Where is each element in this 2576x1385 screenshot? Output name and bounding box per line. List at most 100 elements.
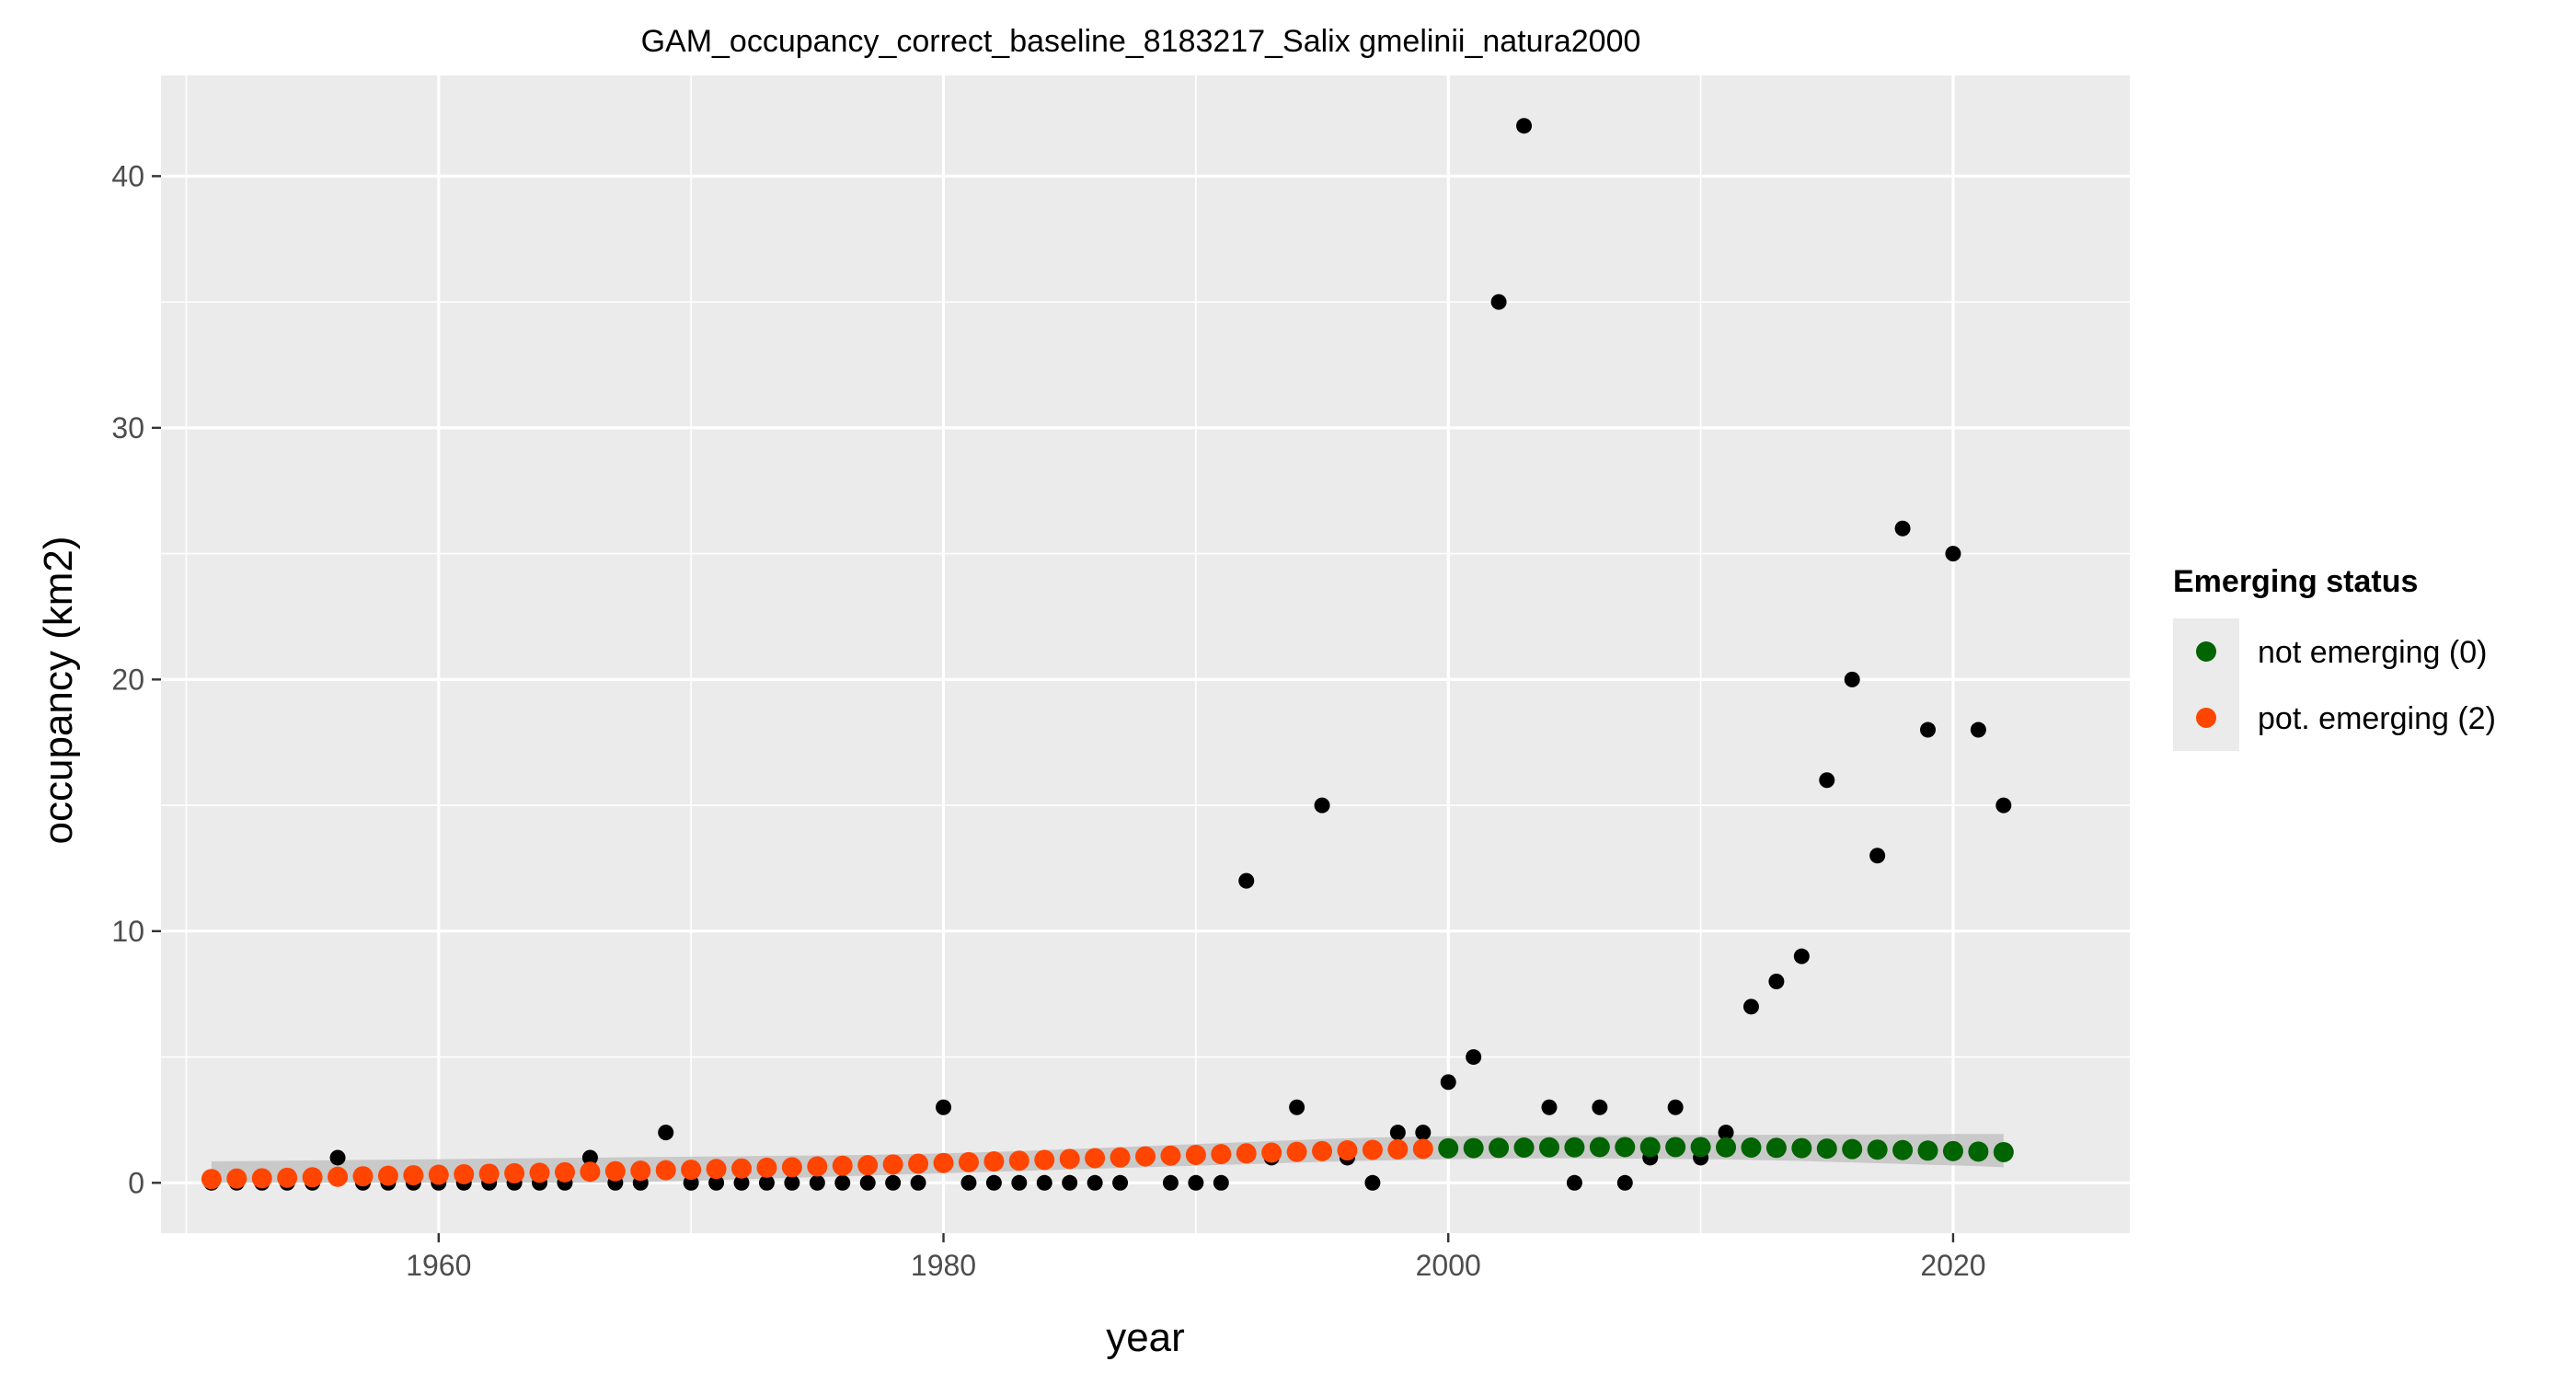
fit-point-pot-emerging — [781, 1157, 802, 1178]
x-tick-label: 1980 — [911, 1249, 976, 1282]
observed-point — [329, 1149, 346, 1166]
fit-point-not-emerging — [1765, 1137, 1787, 1159]
observed-point — [1162, 1174, 1179, 1191]
fit-point-not-emerging — [1942, 1140, 1963, 1161]
observed-point — [1844, 671, 1860, 687]
fit-point-pot-emerging — [251, 1168, 272, 1189]
observed-point — [1314, 797, 1330, 814]
fit-point-pot-emerging — [630, 1160, 651, 1182]
observed-point — [581, 1149, 598, 1166]
fit-point-not-emerging — [1917, 1140, 1938, 1161]
fit-point-not-emerging — [1716, 1137, 1737, 1158]
observed-point — [960, 1174, 977, 1191]
fit-point-not-emerging — [1993, 1141, 2014, 1162]
fit-point-pot-emerging — [226, 1168, 247, 1189]
fit-point-pot-emerging — [478, 1163, 500, 1184]
observed-point — [1970, 721, 1986, 738]
legend-key-pot-emerging — [2196, 708, 2216, 728]
fit-point-pot-emerging — [377, 1165, 398, 1186]
fit-point-pot-emerging — [428, 1164, 449, 1185]
observed-point — [1894, 520, 1911, 537]
fit-point-not-emerging — [1463, 1137, 1484, 1159]
fit-point-pot-emerging — [352, 1166, 374, 1187]
fit-point-pot-emerging — [857, 1155, 879, 1176]
fit-point-pot-emerging — [1261, 1142, 1282, 1163]
observed-point — [985, 1174, 1002, 1191]
observed-point — [1466, 1049, 1482, 1066]
observed-point — [1188, 1174, 1204, 1191]
observed-point — [1768, 974, 1785, 990]
observed-point — [834, 1174, 851, 1191]
fit-point-pot-emerging — [983, 1151, 1005, 1172]
observed-point — [1869, 848, 1886, 864]
observed-point — [1592, 1099, 1608, 1115]
fit-point-not-emerging — [1538, 1137, 1559, 1158]
observed-point — [1036, 1174, 1052, 1191]
y-tick-label: 10 — [111, 915, 144, 948]
fit-point-not-emerging — [1489, 1137, 1510, 1159]
fit-point-pot-emerging — [1059, 1148, 1080, 1170]
legend-title: Emerging status — [2173, 564, 2418, 599]
observed-point — [708, 1174, 725, 1191]
fit-point-pot-emerging — [681, 1160, 702, 1181]
fit-point-pot-emerging — [1286, 1141, 1307, 1162]
observed-point — [885, 1174, 902, 1191]
observed-point — [1289, 1099, 1305, 1115]
observed-point — [1062, 1174, 1078, 1191]
observed-point — [1945, 546, 1961, 562]
observed-point — [784, 1174, 800, 1191]
observed-point — [1516, 118, 1533, 134]
y-tick-label: 0 — [128, 1166, 144, 1199]
fit-point-pot-emerging — [403, 1165, 424, 1186]
fit-point-pot-emerging — [302, 1167, 323, 1188]
legend-key-not-emerging — [2196, 641, 2216, 662]
observed-point — [1742, 998, 1759, 1015]
fit-point-not-emerging — [1665, 1137, 1686, 1158]
x-axis-label: year — [1106, 1315, 1185, 1360]
observed-point — [1566, 1174, 1582, 1191]
fit-point-pot-emerging — [1008, 1150, 1029, 1171]
observed-point — [1238, 872, 1255, 889]
observed-point — [1112, 1174, 1129, 1191]
observed-point — [1213, 1174, 1229, 1191]
observed-point — [859, 1174, 876, 1191]
plot-area: 1960 1980 2000 2020 0 10 20 30 40 — [111, 75, 2130, 1282]
fit-point-pot-emerging — [1412, 1138, 1433, 1160]
chart-title: GAM_occupancy_correct_baseline_8183217_S… — [641, 24, 1641, 59]
legend: Emerging status not emerging (0) pot. em… — [2173, 564, 2496, 751]
fit-point-pot-emerging — [933, 1152, 954, 1173]
fit-point-pot-emerging — [1362, 1139, 1383, 1160]
fit-point-pot-emerging — [277, 1167, 298, 1188]
fit-point-pot-emerging — [1337, 1140, 1358, 1161]
fit-point-pot-emerging — [958, 1151, 979, 1172]
fit-point-pot-emerging — [580, 1161, 601, 1183]
fit-point-pot-emerging — [504, 1162, 525, 1183]
x-tick-label: 1960 — [406, 1249, 471, 1282]
fit-point-pot-emerging — [454, 1164, 475, 1185]
fit-point-not-emerging — [1513, 1137, 1535, 1159]
fit-point-pot-emerging — [731, 1158, 753, 1179]
fit-point-not-emerging — [1816, 1138, 1837, 1160]
fit-point-not-emerging — [1741, 1137, 1762, 1159]
observed-point — [1415, 1125, 1432, 1141]
observed-point — [1541, 1099, 1558, 1115]
y-tick-label: 30 — [111, 411, 144, 444]
y-axis-label: occupancy (km2) — [36, 536, 81, 844]
fit-point-pot-emerging — [807, 1156, 828, 1177]
fit-point-pot-emerging — [882, 1154, 903, 1175]
observed-point — [936, 1099, 952, 1115]
fit-point-not-emerging — [1615, 1137, 1636, 1158]
y-tick-label: 20 — [111, 663, 144, 696]
fit-point-not-emerging — [1438, 1137, 1459, 1159]
fit-point-not-emerging — [1867, 1139, 1888, 1160]
observed-point — [1667, 1099, 1684, 1115]
fit-point-pot-emerging — [1211, 1144, 1232, 1165]
fit-point-not-emerging — [1564, 1137, 1585, 1158]
fit-point-pot-emerging — [706, 1159, 727, 1180]
observed-point — [1995, 797, 2012, 814]
observed-point — [1440, 1074, 1456, 1091]
fit-point-not-emerging — [1690, 1137, 1711, 1158]
x-tick-label: 2000 — [1416, 1249, 1481, 1282]
